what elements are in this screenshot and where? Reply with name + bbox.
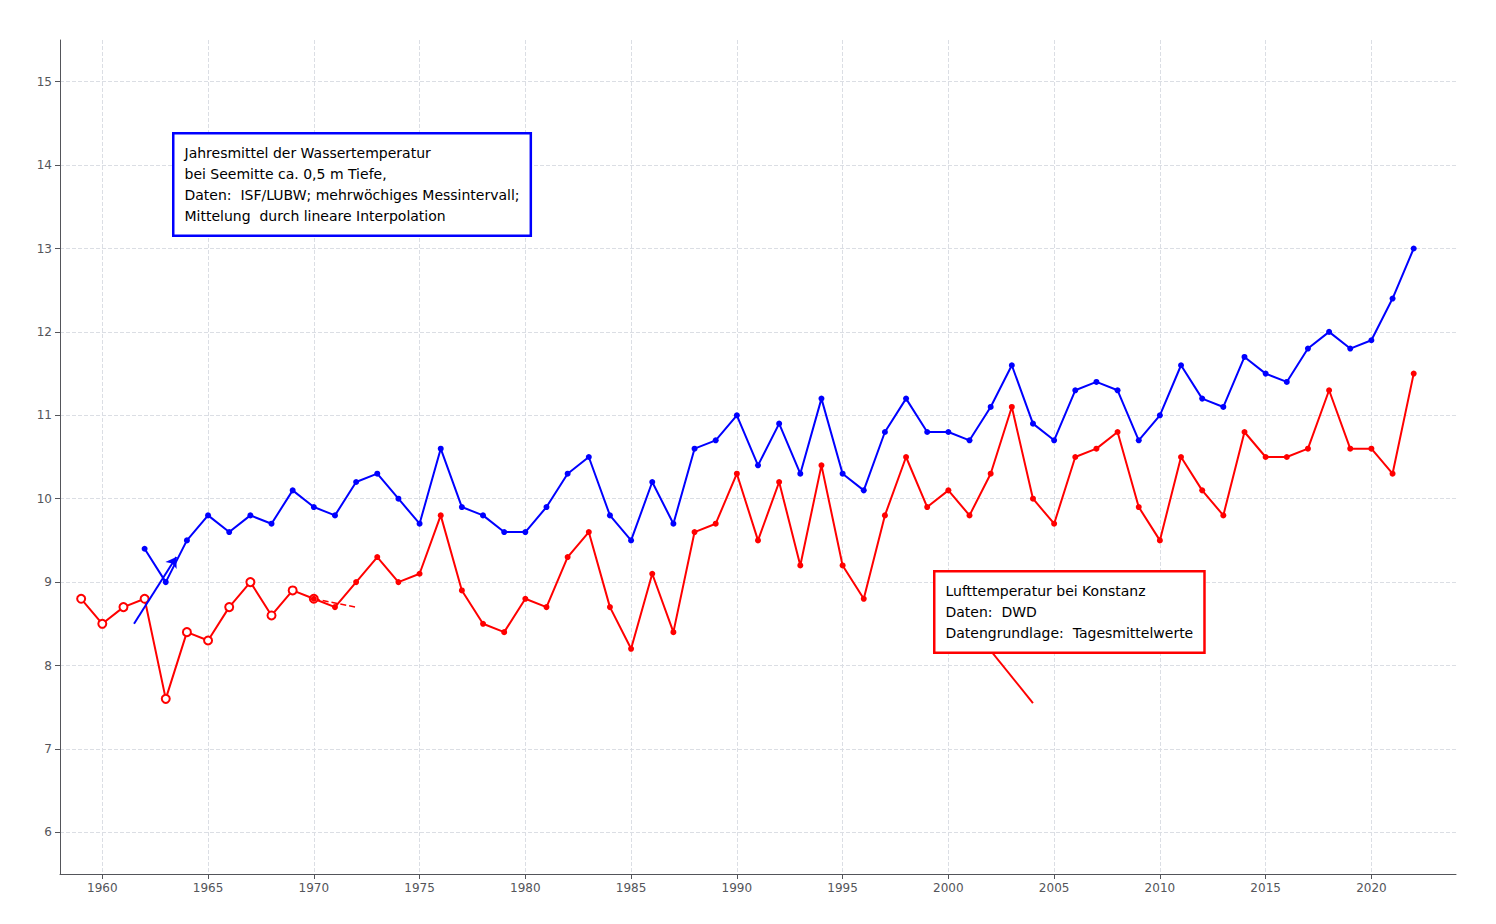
svg-text:11: 11: [37, 408, 52, 422]
svg-text:6: 6: [44, 825, 52, 839]
svg-text:Jahresmittel der Wassertempera: Jahresmittel der Wassertemperatur: [184, 145, 432, 161]
svg-text:Lufttemperatur bei Konstanz: Lufttemperatur bei Konstanz: [946, 583, 1146, 599]
svg-text:Daten: ISF/LUBW; mehrwöchiges: Daten: ISF/LUBW; mehrwöchiges Messinterv…: [185, 187, 520, 203]
svg-text:2000: 2000: [933, 881, 964, 895]
svg-text:9: 9: [44, 575, 52, 589]
svg-text:7: 7: [44, 742, 52, 756]
svg-text:2005: 2005: [1039, 881, 1070, 895]
svg-text:1960: 1960: [87, 881, 118, 895]
svg-text:2015: 2015: [1250, 881, 1281, 895]
svg-text:2020: 2020: [1356, 881, 1387, 895]
svg-text:1975: 1975: [404, 881, 435, 895]
svg-text:Datengrundlage: Tagesmittelwe: Datengrundlage: Tagesmittelwerte: [946, 625, 1194, 641]
svg-text:13: 13: [37, 242, 52, 256]
svg-text:8: 8: [44, 659, 52, 673]
svg-text:1970: 1970: [299, 881, 330, 895]
svg-text:1995: 1995: [827, 881, 858, 895]
svg-text:1990: 1990: [722, 881, 753, 895]
svg-text:Mittelung durch lineare Inter: Mittelung durch lineare Interpolation: [185, 208, 446, 224]
svg-text:12: 12: [37, 325, 52, 339]
svg-text:1985: 1985: [616, 881, 647, 895]
svg-text:10: 10: [37, 492, 52, 506]
svg-text:14: 14: [37, 158, 52, 172]
svg-text:2010: 2010: [1145, 881, 1176, 895]
svg-text:1965: 1965: [193, 881, 224, 895]
svg-text:1980: 1980: [510, 881, 541, 895]
svg-text:15: 15: [37, 75, 52, 89]
svg-text:bei Seemitte ca. 0,5 m Tiefe,: bei Seemitte ca. 0,5 m Tiefe,: [185, 166, 387, 182]
svg-text:Daten: DWD: Daten: DWD: [946, 604, 1037, 620]
